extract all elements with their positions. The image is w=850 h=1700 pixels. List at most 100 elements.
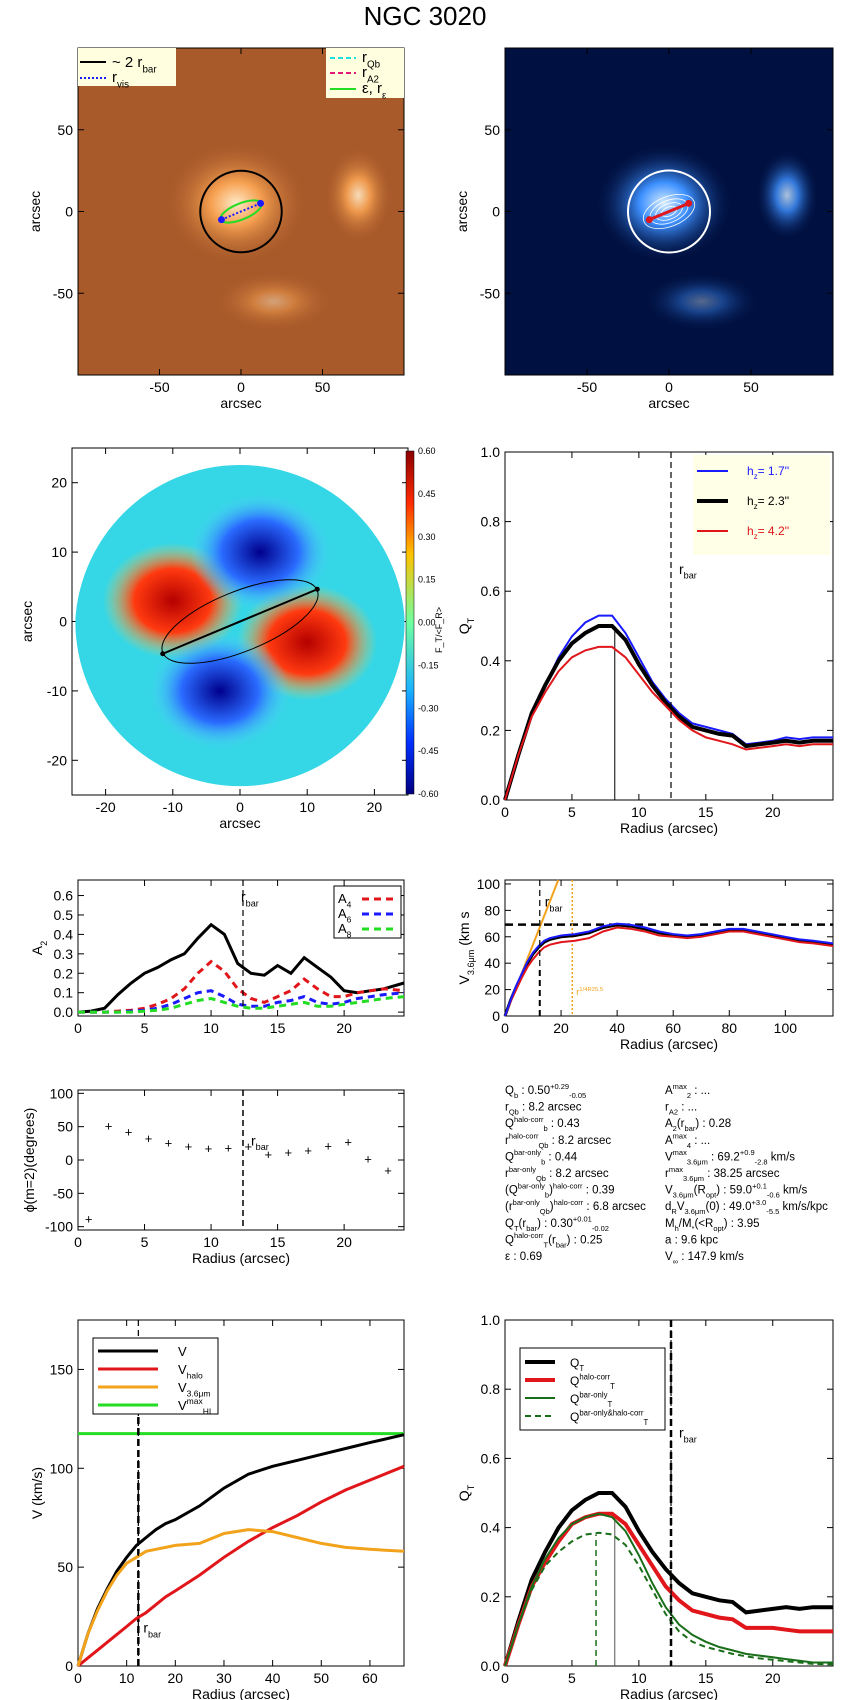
colorbar-tick-label: 0.15 bbox=[418, 575, 436, 585]
parameter-row: A2(rbar) : 0.28 bbox=[665, 1118, 731, 1133]
series-black bbox=[77, 922, 405, 1014]
label-part: Qb bbox=[367, 59, 381, 70]
series-black bbox=[503, 624, 833, 801]
label-part: A2 bbox=[367, 74, 379, 85]
y-tick-label: 50 bbox=[484, 122, 500, 138]
rbar-circle bbox=[199, 169, 283, 254]
label-part: bar bbox=[685, 1124, 696, 1133]
x-tick-label: 5 bbox=[568, 804, 576, 820]
y-tick-label: 0 bbox=[65, 1658, 73, 1674]
x-tick-label: 80 bbox=[721, 1020, 737, 1036]
label-part: halo-corr bbox=[509, 1132, 539, 1141]
x-axis-label: arcsec bbox=[219, 815, 260, 831]
label-part: -0.05 bbox=[569, 1091, 586, 1100]
label-part: r bbox=[112, 69, 117, 86]
label-part: a bbox=[665, 1234, 672, 1246]
legend-label: Qbar-only&halo-corrT bbox=[570, 1409, 648, 1428]
label-part: 4 bbox=[687, 1141, 691, 1150]
colorbar-tick-label: -0.60 bbox=[418, 789, 439, 799]
y-tick-label: 0 bbox=[65, 204, 73, 220]
label-part: +0.29 bbox=[550, 1082, 569, 1091]
y-tick-label: 0.6 bbox=[481, 583, 501, 599]
label-part: : 0.69 bbox=[510, 1251, 542, 1263]
label-part: T bbox=[608, 1400, 613, 1409]
label-part: : 8.2 arcsec bbox=[519, 1102, 582, 1114]
label-part: r bbox=[251, 1132, 256, 1148]
x-axis-label: Radius (arcsec) bbox=[192, 1686, 290, 1700]
y-tick-label: 100 bbox=[477, 876, 501, 892]
x-tick-label: 100 bbox=[774, 1020, 798, 1036]
phase-point: + bbox=[264, 1147, 272, 1162]
y-tick-label: 0.0 bbox=[481, 792, 501, 808]
phase-point: + bbox=[185, 1139, 193, 1154]
label-part: z bbox=[754, 472, 758, 481]
y-tick-label: -100 bbox=[45, 1219, 73, 1235]
plot-frame bbox=[77, 1319, 405, 1667]
label-part: ) : 0.28 bbox=[695, 1118, 731, 1130]
parameter-row: V∞ : 147.9 km/s bbox=[665, 1251, 744, 1266]
phase-point: + bbox=[145, 1131, 153, 1146]
x-tick-label: 0 bbox=[501, 1020, 509, 1036]
series-darkgreen bbox=[504, 1531, 834, 1667]
plot-frame bbox=[77, 879, 405, 1017]
label-part: opt bbox=[706, 1191, 717, 1200]
legend-label: VmaxHI bbox=[178, 1396, 211, 1416]
label-part: Qb bbox=[540, 1207, 550, 1216]
rbar-label: rbar bbox=[241, 888, 259, 908]
colorbar-tick-label: -0.15 bbox=[418, 660, 439, 670]
label-part: Q bbox=[456, 1490, 472, 1501]
x-tick-label: 60 bbox=[665, 1020, 681, 1036]
parameter-row: ε : 0.69 bbox=[505, 1251, 542, 1263]
y-tick-label: 20 bbox=[484, 982, 500, 998]
label-part: r bbox=[505, 1102, 509, 1114]
label-part: HI bbox=[203, 1407, 212, 1417]
parameter-row: Qhalo-corrb : 0.43 bbox=[505, 1115, 580, 1133]
x-tick-label: 15 bbox=[270, 1234, 286, 1250]
x-tick-label: 50 bbox=[313, 1670, 329, 1686]
x-tick-label: 5 bbox=[141, 1020, 149, 1036]
label-part: = 2.3'' bbox=[758, 494, 790, 508]
label-part: ε bbox=[382, 90, 387, 101]
y-tick-label: 50 bbox=[57, 1119, 73, 1135]
y-axis-label: A2 bbox=[29, 941, 49, 955]
parameter-row: Qb : 0.50+0.29-0.05 bbox=[505, 1082, 586, 1100]
galaxy-glow bbox=[213, 271, 334, 332]
legend-label: Qhalo-corrT bbox=[570, 1373, 615, 1392]
parameter-row: V3.6μm(Ropt) : 59.0+0.1-0.6 km/s bbox=[665, 1181, 808, 1199]
label-part: : 6.8 arcsec bbox=[583, 1201, 646, 1213]
y-tick-label: 0.4 bbox=[481, 1520, 501, 1536]
x-tick-label: 20 bbox=[336, 1234, 352, 1250]
label-part: : 8.2 arcsec bbox=[548, 1135, 611, 1147]
y-tick-label: 0.1 bbox=[54, 985, 74, 1001]
label-part: bar bbox=[246, 898, 259, 908]
label-part: 1/4R25.5 bbox=[579, 987, 604, 993]
label-part: ) : 0.25 bbox=[567, 1234, 603, 1246]
label-part: h bbox=[747, 464, 754, 478]
rvis-marker bbox=[257, 199, 265, 207]
rbar-label: rbar bbox=[143, 1619, 161, 1639]
x-tick-label: 60 bbox=[362, 1670, 378, 1686]
y-tick-label: 0 bbox=[492, 1008, 500, 1024]
label-part: V bbox=[677, 1201, 685, 1213]
parameter-row: rmax3.6μm : 38.25 arcsec bbox=[665, 1165, 780, 1183]
y-tick-label: 100 bbox=[50, 1085, 74, 1101]
label-part: -0.02 bbox=[592, 1224, 609, 1233]
label-part: A bbox=[665, 1135, 673, 1147]
legend-label: A6 bbox=[338, 906, 352, 925]
y-tick-label: -50 bbox=[480, 285, 500, 301]
y-axis-label: QT bbox=[456, 1484, 476, 1501]
y-axis-label: V (km/s) bbox=[29, 1467, 45, 1519]
figure-title: NGC 3020 bbox=[364, 1, 487, 31]
y-tick-label: 0.2 bbox=[481, 722, 501, 738]
label-part: vis bbox=[117, 79, 129, 90]
label-part: bar bbox=[684, 571, 697, 581]
phase-point: + bbox=[125, 1124, 133, 1139]
colorbar-tick-label: 0.30 bbox=[418, 532, 436, 542]
label-part: z bbox=[754, 502, 758, 511]
legend-label: hz= 1.7'' bbox=[747, 464, 789, 481]
label-part: Qb bbox=[509, 1108, 519, 1117]
y-tick-label: 80 bbox=[484, 902, 500, 918]
x-tick-label: 0 bbox=[74, 1670, 82, 1686]
label-part: A bbox=[338, 891, 347, 906]
